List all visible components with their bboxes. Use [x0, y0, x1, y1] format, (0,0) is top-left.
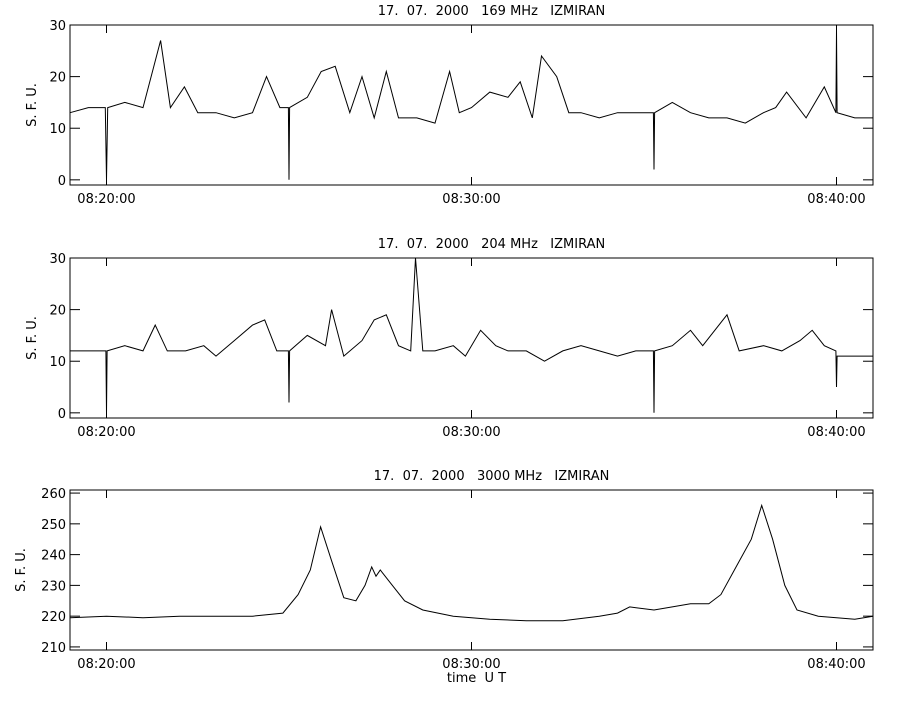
y-tick-label: 30	[49, 19, 66, 34]
x-axis-label: time U T	[447, 671, 506, 686]
y-tick-label: 210	[41, 641, 66, 656]
y-tick-label: 10	[49, 122, 66, 137]
y-axis-label: S. F. U.	[25, 316, 40, 360]
panel-title: 17. 07. 2000 169 MHz IZMIRAN	[378, 4, 605, 19]
x-tick-label: 08:20:00	[77, 657, 135, 672]
plot-frame	[69, 489, 874, 651]
x-tick-label: 08:40:00	[807, 192, 865, 207]
y-tick-label: 0	[58, 407, 66, 422]
y-tick-label: 30	[49, 252, 66, 267]
x-tick-label: 08:30:00	[442, 657, 500, 672]
plot-frame	[69, 24, 874, 186]
panel-title: 17. 07. 2000 3000 MHz IZMIRAN	[374, 469, 610, 484]
y-tick-label: 230	[41, 579, 66, 594]
y-tick-label: 220	[41, 610, 66, 625]
x-tick-label: 08:40:00	[807, 657, 865, 672]
y-tick-label: 20	[49, 304, 66, 319]
x-tick-label: 08:20:00	[77, 425, 135, 440]
panel-title: 17. 07. 2000 204 MHz IZMIRAN	[378, 237, 605, 252]
y-axis-label: S. F. U.	[14, 548, 29, 592]
y-axis-label: S. F. U.	[25, 83, 40, 127]
y-tick-label: 250	[41, 518, 66, 533]
y-tick-label: 20	[49, 71, 66, 86]
x-tick-label: 08:30:00	[442, 425, 500, 440]
y-tick-label: 0	[58, 174, 66, 189]
plot-frame	[69, 257, 874, 419]
signal-trace	[69, 30, 873, 180]
signal-trace	[70, 257, 873, 413]
x-tick-label: 08:30:00	[442, 192, 500, 207]
y-tick-label: 10	[49, 355, 66, 370]
y-tick-label: 240	[41, 549, 66, 564]
x-tick-label: 08:20:00	[77, 192, 135, 207]
y-tick-label: 260	[41, 487, 66, 502]
x-tick-label: 08:40:00	[807, 425, 865, 440]
signal-trace	[69, 503, 874, 622]
